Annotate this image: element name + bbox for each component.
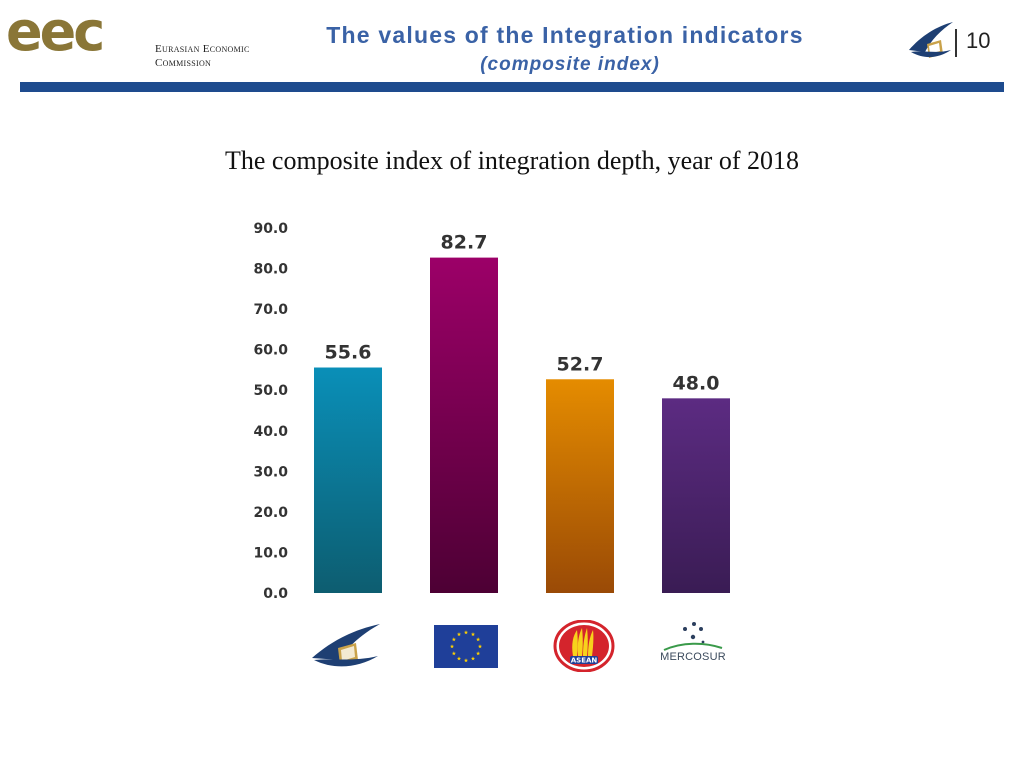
eu-star — [470, 656, 476, 661]
eu-star — [451, 651, 456, 656]
y-tick-label: 20.0 — [253, 505, 288, 521]
bar-chart: 0.010.020.030.040.050.060.070.080.090.0 … — [253, 221, 730, 602]
bar-eaeu — [314, 367, 382, 593]
mercosur-text: MERCOSUR — [660, 651, 726, 663]
logo-mark: eec — [6, 0, 105, 63]
eu-star — [476, 637, 481, 642]
eu-flag-icon — [434, 625, 498, 668]
y-tick-label: 70.0 — [253, 302, 288, 318]
eu-star — [463, 630, 469, 635]
eaeu-category-logo — [312, 624, 380, 667]
eu-star — [451, 637, 456, 642]
bar-value-label: 55.6 — [325, 342, 372, 364]
bar-value-label: 48.0 — [673, 372, 720, 394]
eu-star — [476, 651, 481, 656]
logo-line-1: Eurasian Economic — [155, 43, 250, 55]
header-divider-bar — [20, 82, 1004, 92]
y-tick-label: 50.0 — [253, 383, 288, 399]
eu-star — [463, 658, 469, 663]
slide-title: The values of the Integration indicators — [326, 22, 804, 48]
y-tick-label: 40.0 — [253, 424, 288, 440]
bar-eu — [430, 257, 498, 593]
chart-heading: The composite index of integration depth… — [224, 146, 799, 175]
eu-star — [449, 644, 455, 649]
y-axis: 0.0 10.0 20.0 30.0 40.0 50.0 60.0 70.0 80.0 90.0 — [253, 221, 288, 602]
eu-star — [456, 632, 462, 637]
bar-asean — [546, 379, 614, 593]
bar-mercosur — [662, 398, 730, 593]
asean-emblem-icon: ASEAN — [553, 620, 615, 672]
mercosur-stars-icon — [663, 622, 723, 651]
slide-header: eec Eurasian Economic Commission The val… — [0, 0, 1024, 95]
page-separator — [955, 29, 957, 57]
y-tick-label: 0.0 — [263, 586, 288, 602]
asean-text: ASEAN — [571, 657, 598, 665]
eu-star — [477, 644, 483, 649]
y-tick-label: 90.0 — [253, 221, 288, 237]
eaeu-emblem-icon — [909, 22, 953, 58]
bars: 55.6 82.7 52.7 48.0 — [314, 232, 730, 593]
bar-value-label: 82.7 — [441, 232, 488, 254]
page-number: 10 — [966, 28, 991, 53]
slide-subtitle: (composite index) — [480, 54, 660, 75]
eu-star — [456, 656, 462, 661]
eec-logo: eec Eurasian Economic Commission — [6, 0, 276, 70]
y-tick-label: 80.0 — [253, 262, 288, 278]
logo-line-2: Commission — [155, 57, 212, 69]
y-tick-label: 10.0 — [253, 545, 288, 561]
y-tick-label: 30.0 — [253, 464, 288, 480]
bar-value-label: 52.7 — [557, 353, 604, 375]
logo-text: Eurasian Economic Commission — [155, 42, 250, 70]
mercosur-category-logo: MERCOSUR — [658, 620, 728, 672]
y-tick-label: 60.0 — [253, 343, 288, 359]
eu-star — [470, 632, 476, 637]
